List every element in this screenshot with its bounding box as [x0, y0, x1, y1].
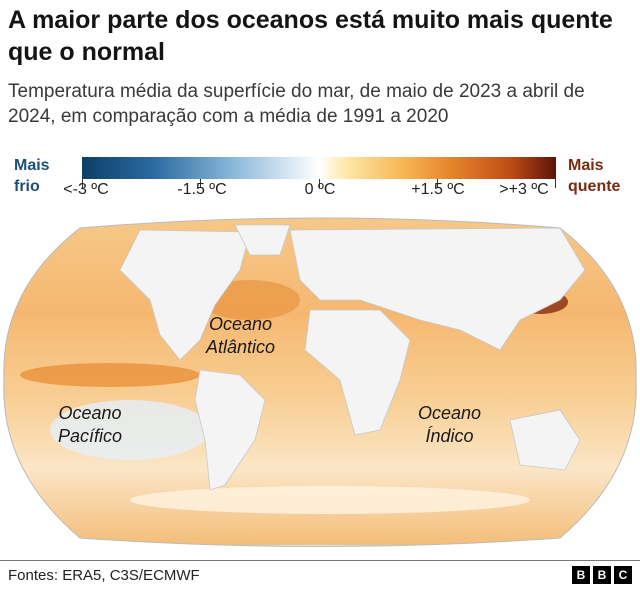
map-outline: [3, 217, 637, 547]
scale-tick: [82, 179, 83, 188]
scale-tick: [200, 179, 201, 188]
legend-warm-label-2: quente: [568, 178, 621, 195]
source-text: Fontes: ERA5, C3S/ECMWF: [8, 567, 200, 584]
scale-tick-label: -1.5 ºC: [177, 181, 227, 198]
scale-tick-label: <-3 ºC: [63, 181, 109, 198]
label-pacific-ocean: Oceano Pacífico: [58, 402, 122, 448]
greenland: [234, 224, 291, 256]
south-america: [194, 369, 266, 491]
page-title: A maior parte dos oceanos está muito mai…: [8, 6, 613, 66]
warm-pacific-band: [20, 363, 200, 387]
bbc-logo: B B C: [572, 566, 632, 584]
southern-ocean-band: [130, 486, 530, 514]
label-atlantic-2: Atlântico: [206, 337, 276, 357]
eurasia: [289, 227, 586, 351]
bbc-logo-block: B: [593, 566, 611, 584]
scale-tick: [437, 179, 438, 188]
scale-tick-label: +1.5 ºC: [411, 181, 465, 198]
scale-tick-label: 0 ºC: [304, 181, 336, 198]
australia: [509, 409, 581, 471]
subtitle: Temperatura média da superfície do mar, …: [8, 81, 585, 127]
label-atlantic-1: Oceano: [209, 314, 273, 334]
footer-divider: [0, 560, 640, 561]
legend-warm-label: Mais quente: [568, 155, 620, 197]
label-pacific-2: Pacífico: [58, 426, 123, 446]
world-map: [3, 217, 637, 547]
africa: [304, 309, 411, 436]
bbc-logo-block: B: [572, 566, 590, 584]
scale-tick-label: >+3 ºC: [499, 181, 549, 198]
label-pacific-1: Oceano: [58, 403, 122, 423]
legend-cold-label: Mais frio: [14, 155, 50, 197]
legend-cold-label-1: Mais: [14, 157, 50, 174]
label-indian-ocean: Oceano Índico: [418, 402, 481, 448]
scale-tick: [555, 179, 556, 188]
scale-tick: [319, 179, 320, 188]
label-indian-2: Índico: [425, 426, 474, 446]
color-scale-bar: [82, 157, 556, 179]
legend-warm-label-1: Mais: [568, 157, 604, 174]
north-america: [119, 229, 251, 361]
land-masses: [3, 224, 637, 547]
label-indian-1: Oceano: [418, 403, 482, 423]
legend-cold-label-2: frio: [14, 178, 40, 195]
bbc-logo-block: C: [614, 566, 632, 584]
cool-pacific-area: [50, 400, 210, 460]
label-atlantic-ocean: Oceano Atlântico: [206, 313, 275, 359]
